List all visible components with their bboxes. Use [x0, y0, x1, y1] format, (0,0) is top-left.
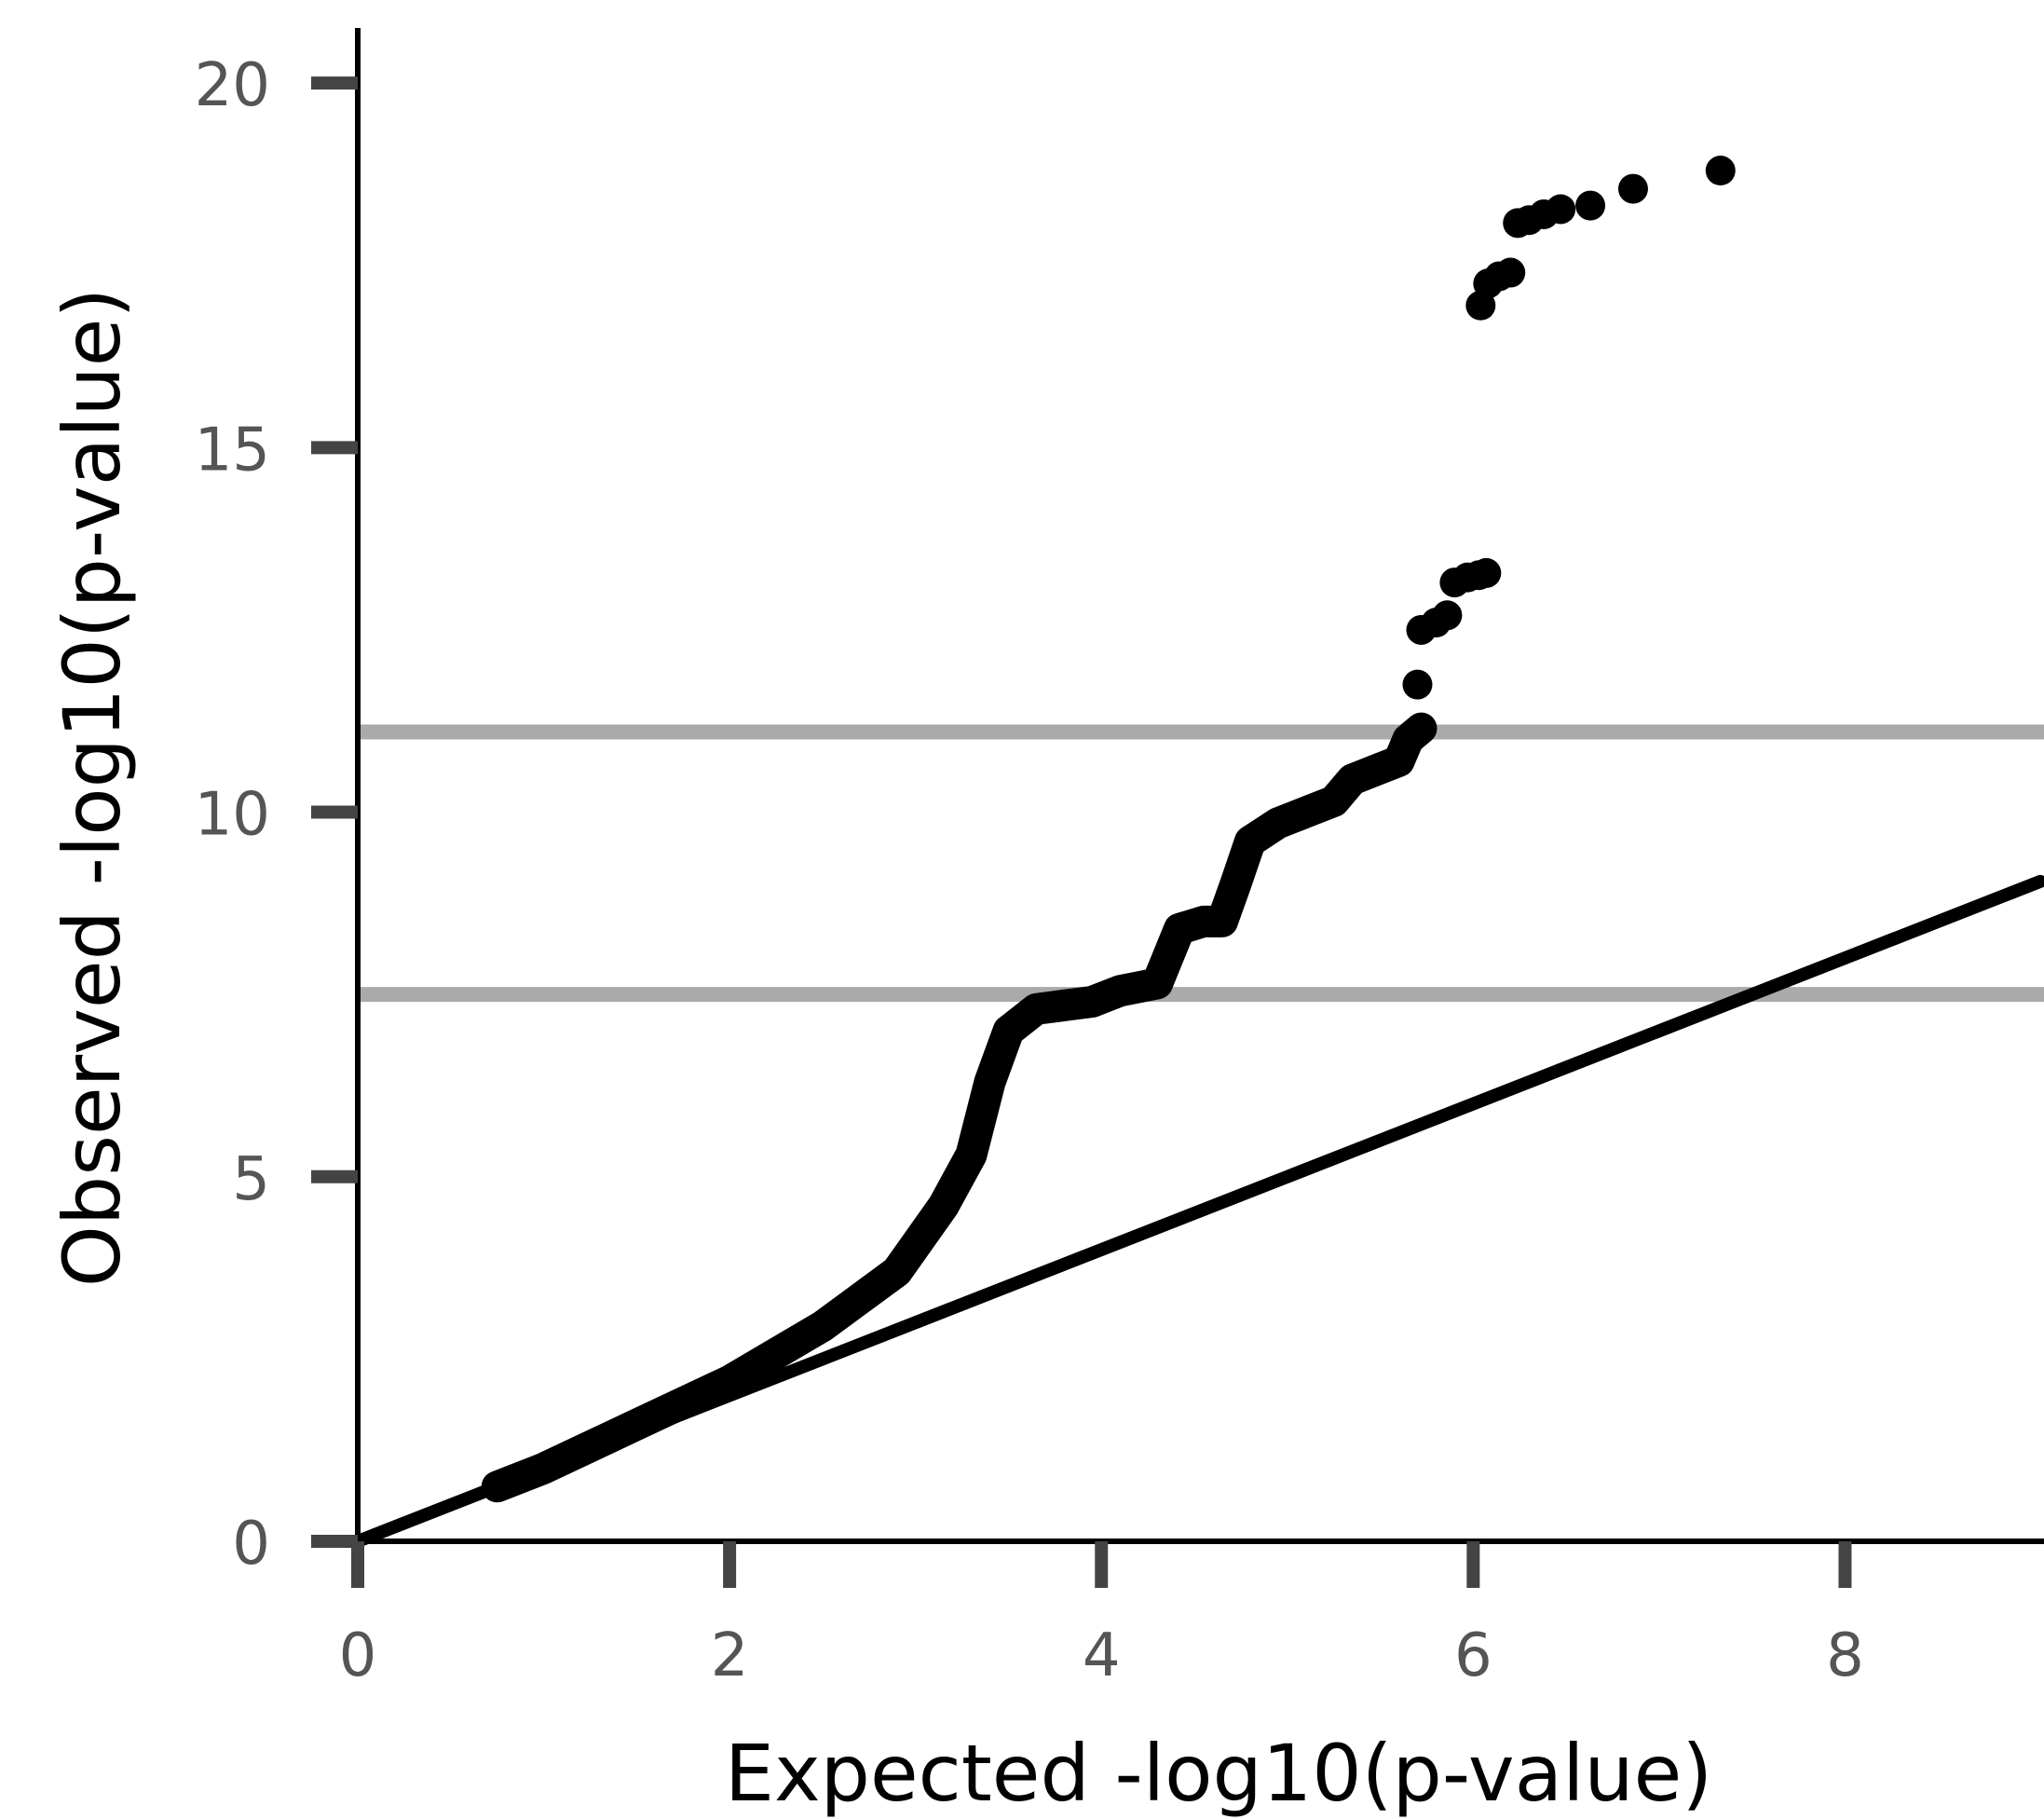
ticks: 0 2 4 6 8 0 5 10 15 20	[195, 51, 1864, 1690]
x-tick-label-6: 6	[1454, 1621, 1492, 1690]
data-points	[481, 156, 1736, 1503]
data-point-7	[1471, 557, 1502, 588]
y-tick-label-0: 0	[232, 1510, 270, 1579]
threshold-lines	[358, 724, 2044, 1003]
y-axis-title: Observed -log10(p-value)	[47, 288, 138, 1287]
x-tick-label-8: 8	[1826, 1621, 1864, 1690]
y-tick-label-10: 10	[195, 781, 270, 850]
y-tick-label-20: 20	[195, 51, 270, 120]
y-tick-label-5: 5	[232, 1145, 270, 1214]
data-point-17	[1617, 173, 1648, 204]
data-point-0	[1402, 669, 1433, 700]
data-point-3	[1432, 600, 1463, 631]
data-point-15	[1546, 194, 1576, 225]
data-point-11	[1495, 257, 1526, 288]
axes	[355, 28, 2044, 1544]
data-point-16	[1575, 190, 1606, 221]
x-tick-label-4: 4	[1083, 1621, 1121, 1690]
x-axis-title: Expected -log10(p-value)	[725, 1728, 1712, 1819]
x-tick-label-0: 0	[339, 1621, 377, 1690]
dense-points-curve	[481, 712, 1438, 1503]
x-tick-label-2: 2	[711, 1621, 749, 1690]
y-tick-label-15: 15	[195, 416, 270, 485]
data-point-18	[1705, 156, 1736, 186]
